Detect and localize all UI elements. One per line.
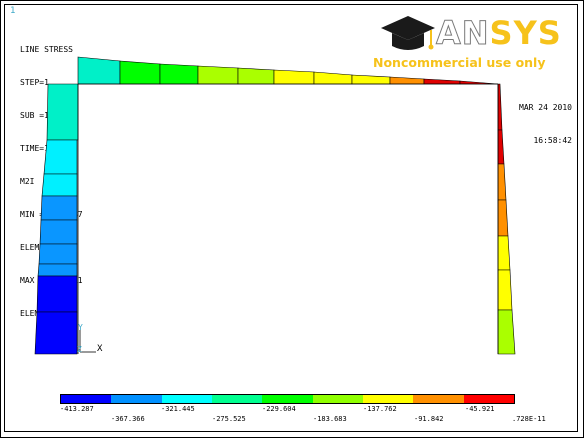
legend-swatch bbox=[463, 395, 514, 403]
legend-label: -137.762 bbox=[363, 405, 397, 413]
beam-seg bbox=[197, 65, 239, 85]
date-text: MAR 24 2010 bbox=[519, 103, 572, 112]
triad-x-label: X bbox=[97, 344, 103, 354]
right-col-seg bbox=[497, 235, 511, 271]
right-col-seg bbox=[497, 163, 507, 201]
beam-seg bbox=[313, 71, 353, 85]
beam-seg bbox=[351, 74, 391, 85]
legend-label: .728E-11 bbox=[512, 415, 546, 423]
left-col-seg bbox=[40, 195, 78, 221]
left-col-seg bbox=[34, 311, 78, 355]
legend-label: -321.445 bbox=[161, 405, 195, 413]
beam-seg bbox=[237, 67, 275, 85]
legend-swatch bbox=[211, 395, 263, 403]
legend-swatch bbox=[61, 395, 112, 403]
time-text: 16:58:42 bbox=[533, 136, 572, 145]
left-col-seg bbox=[39, 219, 78, 245]
info-line: TIME=1 bbox=[20, 144, 49, 153]
beam-seg bbox=[77, 56, 121, 85]
triad-z-label: Z bbox=[77, 345, 82, 354]
ansys-logo: ANSYS bbox=[436, 14, 562, 53]
right-col-seg bbox=[497, 129, 505, 165]
beam-seg bbox=[389, 76, 425, 85]
left-col-seg bbox=[46, 83, 79, 141]
legend-label: -413.287 bbox=[60, 405, 94, 413]
right-col-seg bbox=[497, 309, 516, 355]
window-number: 1 bbox=[10, 6, 16, 16]
legend-swatch bbox=[111, 395, 162, 403]
left-col-seg bbox=[36, 275, 78, 313]
left-col-seg bbox=[43, 139, 78, 175]
info-line: ELEM=1 bbox=[20, 243, 49, 252]
legend-label: -183.683 bbox=[313, 415, 347, 423]
right-col-seg bbox=[497, 269, 513, 311]
legend-label: -229.604 bbox=[262, 405, 296, 413]
beam-seg bbox=[119, 60, 161, 85]
logo-text-an: AN bbox=[436, 14, 490, 53]
legend-label: -275.525 bbox=[212, 415, 246, 423]
graduation-cap-icon bbox=[381, 16, 435, 50]
legend-label: -45.921 bbox=[465, 405, 495, 413]
noncommercial-note: Noncommercial use only bbox=[373, 55, 546, 70]
contour-legend-bar bbox=[60, 394, 515, 404]
legend-swatch bbox=[161, 395, 212, 403]
right-col-seg bbox=[497, 83, 503, 131]
legend-swatch bbox=[262, 395, 313, 403]
left-col-seg bbox=[37, 263, 78, 277]
info-line: LINE STRESS bbox=[20, 45, 73, 54]
left-col-seg bbox=[41, 173, 78, 197]
legend-swatch bbox=[413, 395, 464, 403]
beam-seg bbox=[423, 78, 461, 85]
beam-seg bbox=[459, 80, 499, 85]
info-line: SUB =1 bbox=[20, 111, 49, 120]
triad-y-label: Y bbox=[78, 323, 83, 332]
beam-seg bbox=[273, 69, 315, 85]
coordinate-triad: Y Z X bbox=[77, 323, 103, 354]
legend-swatch bbox=[312, 395, 363, 403]
legend-label: -367.366 bbox=[111, 415, 145, 423]
left-col-seg bbox=[38, 243, 78, 265]
right-col-seg bbox=[497, 199, 509, 237]
legend-label: -91.842 bbox=[414, 415, 444, 423]
logo-text-sys: SYS bbox=[489, 14, 562, 52]
info-line: STEP=1 bbox=[20, 78, 49, 87]
beam-seg bbox=[159, 63, 199, 85]
legend-swatch bbox=[362, 395, 414, 403]
timestamp: MAR 24 2010 16:58:42 bbox=[519, 80, 572, 157]
